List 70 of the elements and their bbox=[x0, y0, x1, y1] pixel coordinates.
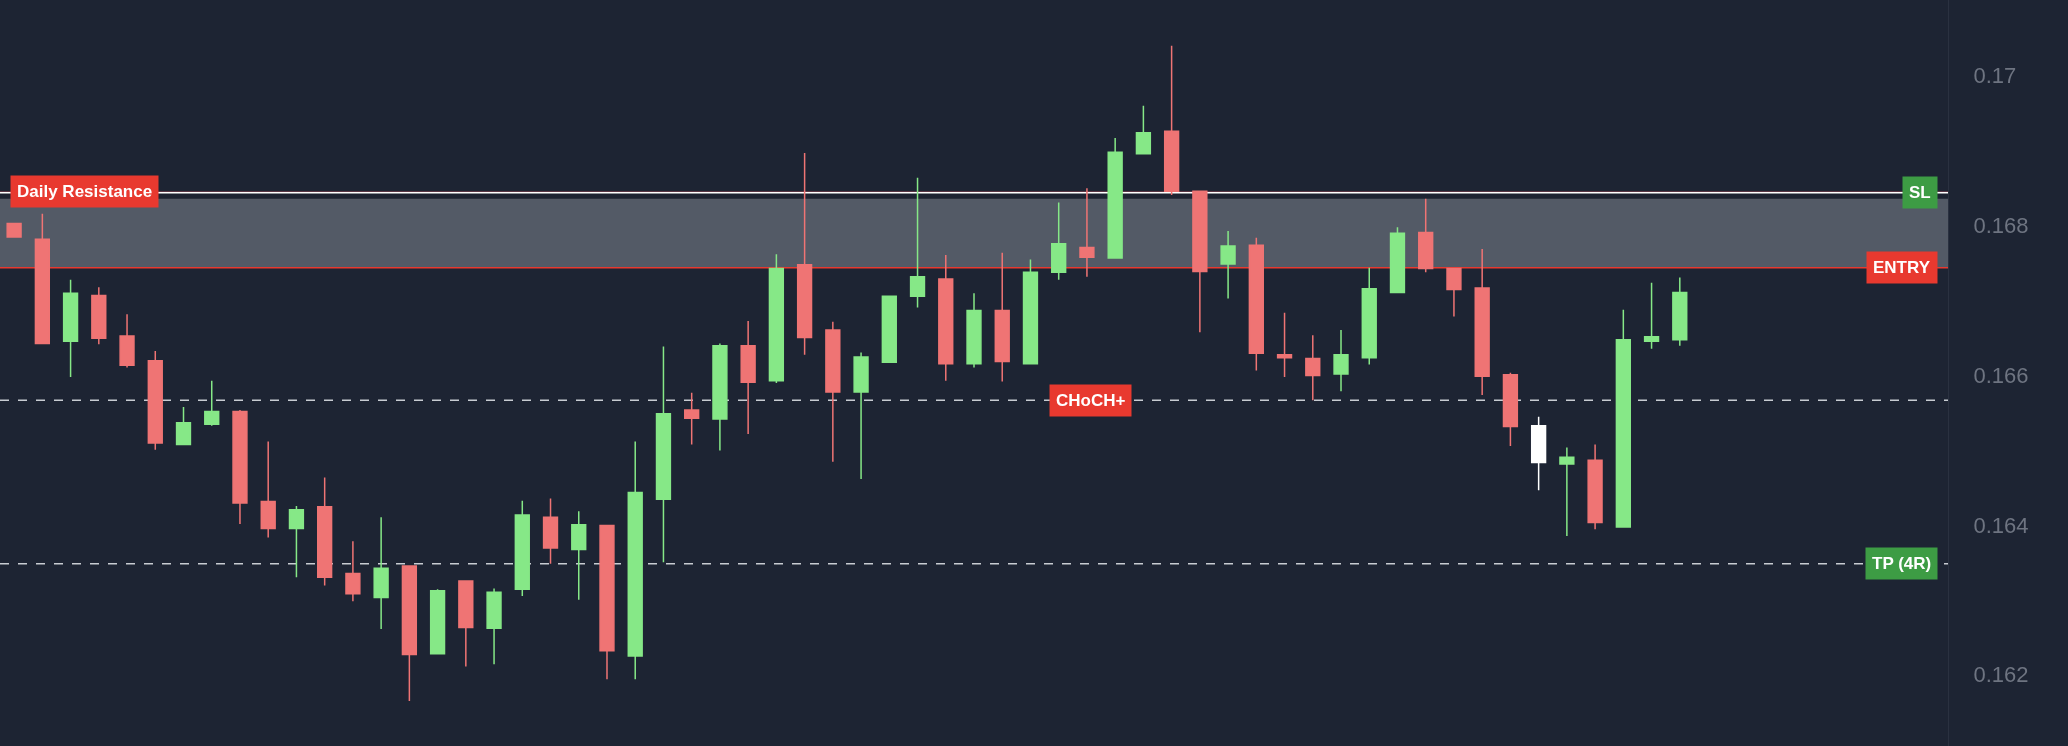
candlestick bbox=[542, 497, 559, 565]
candlestick bbox=[994, 251, 1010, 383]
candlestick bbox=[514, 500, 530, 597]
y-tick-label: 0.166 bbox=[1973, 362, 2029, 388]
ref-line-label: ENTRY bbox=[1873, 258, 1931, 277]
ref-line-label: SL bbox=[1909, 183, 1931, 202]
candlestick bbox=[825, 320, 841, 463]
candlestick bbox=[1276, 311, 1293, 378]
y-tick-label: 0.17 bbox=[1973, 62, 2017, 88]
candlestick bbox=[1559, 446, 1575, 537]
candlestick bbox=[1361, 266, 1377, 366]
candlestick bbox=[458, 579, 474, 668]
candlestick bbox=[175, 406, 192, 446]
candlestick bbox=[740, 320, 756, 435]
candlestick bbox=[1389, 226, 1406, 294]
candlestick bbox=[1107, 137, 1123, 259]
candlestick bbox=[34, 212, 51, 345]
candlestick bbox=[1643, 281, 1660, 350]
candlestick bbox=[627, 440, 643, 681]
candlestick bbox=[571, 510, 587, 601]
candlestick bbox=[1305, 334, 1321, 402]
candlestick bbox=[684, 392, 700, 446]
candlestick bbox=[6, 222, 22, 238]
candlestick bbox=[260, 440, 276, 539]
candlestick bbox=[1192, 190, 1208, 333]
candlestick bbox=[1672, 276, 1688, 347]
candlestick bbox=[1220, 230, 1236, 300]
candlestick bbox=[1474, 248, 1490, 396]
candlestick bbox=[486, 587, 502, 666]
candlestick bbox=[317, 476, 333, 587]
candlestick bbox=[1418, 197, 1434, 273]
candlestick bbox=[373, 516, 389, 630]
candlestick bbox=[966, 292, 982, 369]
ref-line-label: Daily Resistance bbox=[17, 182, 153, 201]
candlestick bbox=[204, 380, 220, 427]
candlestick bbox=[909, 176, 926, 309]
candlestick bbox=[1248, 236, 1264, 372]
ref-line-label: TP (4R) bbox=[1872, 554, 1932, 573]
candlestick bbox=[599, 524, 615, 681]
candlestick bbox=[429, 588, 446, 655]
candlestick bbox=[1530, 416, 1547, 492]
candlestick bbox=[401, 564, 418, 702]
candlestick bbox=[1051, 201, 1067, 281]
candlestick bbox=[1587, 443, 1603, 531]
candlestick bbox=[119, 313, 135, 369]
candlestick bbox=[147, 350, 163, 451]
candlestick bbox=[938, 254, 954, 382]
y-tick-label: 0.164 bbox=[1973, 512, 2029, 538]
ref-line-label: CHoCH+ bbox=[1056, 391, 1126, 410]
candlestick bbox=[345, 540, 361, 603]
candlestick bbox=[1446, 267, 1462, 318]
y-tick-label: 0.162 bbox=[1973, 662, 2029, 688]
candlestick bbox=[853, 351, 869, 480]
candlestick bbox=[712, 342, 728, 452]
candlestick bbox=[768, 253, 785, 384]
candlestick bbox=[1502, 371, 1519, 447]
y-tick-label: 0.168 bbox=[1973, 212, 2029, 238]
candlestick bbox=[1079, 187, 1095, 278]
candlestick bbox=[1163, 44, 1180, 196]
candlestick bbox=[62, 278, 79, 378]
candlestick bbox=[1615, 308, 1631, 528]
candlestick bbox=[91, 286, 107, 345]
candlestick bbox=[796, 152, 813, 356]
candlestick bbox=[1022, 258, 1039, 365]
candlestick bbox=[655, 345, 672, 564]
candlestick bbox=[232, 409, 248, 525]
candlestick bbox=[288, 505, 305, 579]
candlestick bbox=[1333, 329, 1349, 393]
candlestick bbox=[881, 295, 897, 363]
candlestick bbox=[1135, 104, 1152, 155]
